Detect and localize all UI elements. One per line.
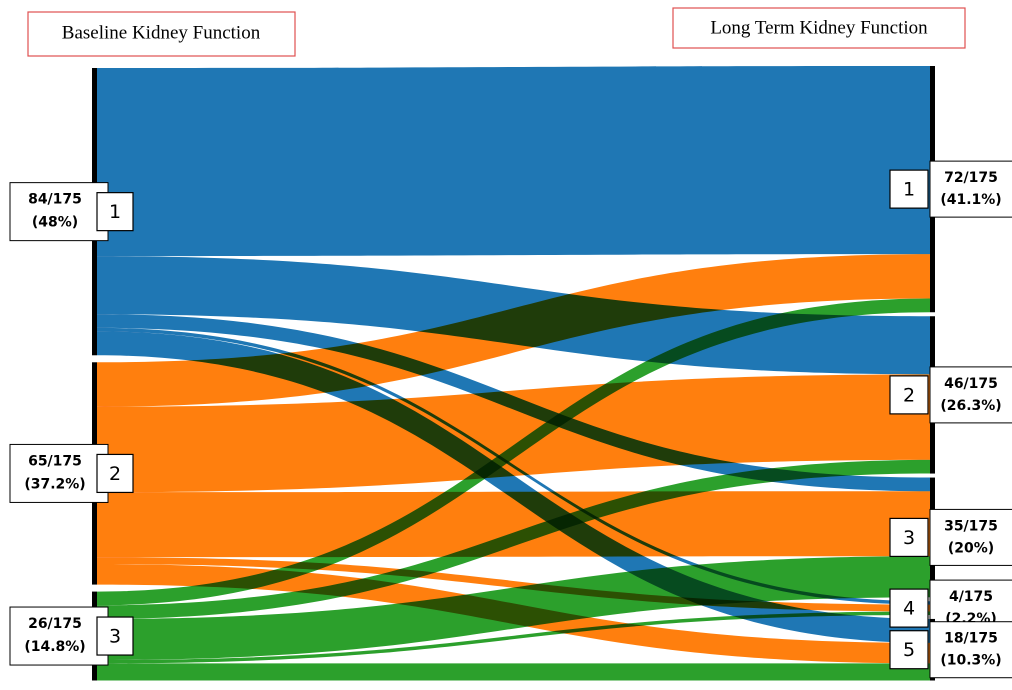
count-label: 26/175 <box>28 616 82 632</box>
node-label: 1 <box>109 201 121 223</box>
nodes: 84/175 (48%) 1 65/175 (37.2%) 2 26/175 (14.8%) 3… <box>9 66 1012 681</box>
flow <box>97 491 930 558</box>
label-box <box>9 443 109 503</box>
node-label: 2 <box>109 463 121 485</box>
label-box <box>9 182 109 242</box>
flow <box>97 254 930 407</box>
node-label: 4 <box>903 598 915 620</box>
count-label: 18/175 <box>944 631 998 647</box>
count-label: 4/175 <box>949 589 993 605</box>
share-label: (37.2%) <box>24 476 85 492</box>
title-box <box>672 7 966 49</box>
node-box <box>889 169 929 209</box>
node-box <box>889 588 929 628</box>
flow <box>97 298 930 606</box>
count-label: 46/175 <box>944 376 998 392</box>
node-label: 3 <box>109 626 121 648</box>
share-label: (14.8%) <box>24 639 85 655</box>
flow <box>97 557 930 612</box>
flow <box>97 331 930 643</box>
flow <box>97 459 930 619</box>
node-label: 2 <box>903 384 915 406</box>
left-title: Baseline Kidney Function <box>62 22 261 43</box>
count-label: 65/175 <box>28 453 82 469</box>
count-label: 72/175 <box>944 170 998 186</box>
node-box <box>889 630 929 670</box>
flow <box>97 663 930 681</box>
flow <box>97 556 930 660</box>
share-label: (48%) <box>32 215 78 231</box>
share-label: (26.3%) <box>940 398 1001 414</box>
node-box <box>96 192 134 232</box>
flow <box>97 611 930 664</box>
share-label: (20%) <box>948 540 994 556</box>
count-label: 35/175 <box>944 518 998 534</box>
flow <box>97 66 930 257</box>
label-box <box>929 508 1012 566</box>
node-box <box>889 375 929 415</box>
node-label: 5 <box>903 639 915 661</box>
share-label: (10.3%) <box>940 653 1001 669</box>
share-label: (41.1%) <box>940 192 1001 208</box>
label-box <box>929 366 1012 424</box>
flow <box>97 374 930 493</box>
node-label: 3 <box>903 527 915 549</box>
title-box <box>27 11 296 57</box>
label-box <box>9 606 109 666</box>
node-label: 1 <box>903 179 915 201</box>
node-box <box>96 616 134 656</box>
flows <box>97 66 930 681</box>
right-title: Long Term Kidney Function <box>710 17 928 38</box>
label-box <box>929 160 1012 218</box>
node-box <box>96 453 134 494</box>
node-box <box>889 517 929 558</box>
label-box <box>929 621 1012 679</box>
count-label: 84/175 <box>28 192 82 208</box>
